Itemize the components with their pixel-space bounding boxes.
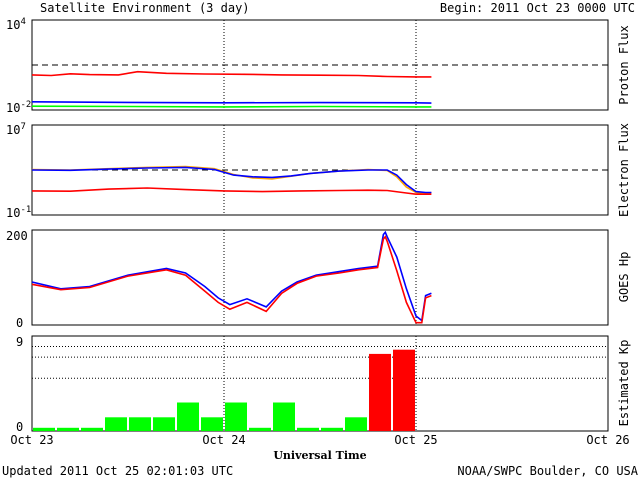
kp-bar-11 [297,427,319,431]
hp-ytick-top: 200 [6,229,28,243]
kp-bar-0 [33,427,55,431]
kp-bar-4 [129,417,151,431]
x-axis-label: Universal Time [273,449,366,462]
kp-bar-9 [249,427,271,431]
hp-panel-frame [31,229,609,326]
kp-bar-13 [345,417,367,431]
electron-flux-label: Electron Flux [617,123,631,217]
kp-bar-2 [81,427,103,431]
electron-panel-frame [31,124,609,216]
updated-timestamp: Updated 2011 Oct 25 02:01:03 UTC [2,464,233,478]
kp-panel-frame [31,335,609,432]
hp-ytick-bottom: 0 [16,316,23,330]
kp-bar-1 [57,427,79,431]
kp-bar-3 [105,417,127,431]
xtick-oct24: Oct 24 [202,433,245,447]
kp-bar-5 [153,417,175,431]
proton-ytick-top: 104 [6,17,26,32]
xtick-oct26: Oct 26 [586,433,629,447]
estimated-kp-label: Estimated Kp [617,340,631,427]
kp-bar-6 [177,402,199,431]
proton-flux-series-0 [31,70,432,78]
kp-bar-7 [201,417,223,431]
goes-hp-series-1 [31,235,432,324]
kp-bar-10 [273,402,295,431]
proton-flux-series-1 [31,101,432,104]
electron-flux-series-1 [31,166,432,194]
goes-hp-label: GOES Hp [617,252,631,303]
proton-panel-frame [31,19,609,111]
proton-flux-label: Proton Flux [617,25,631,104]
electron-flux-series-2 [31,187,432,195]
plot-layer [31,20,608,431]
xtick-oct23: Oct 23 [10,433,53,447]
kp-bar-8 [225,402,247,431]
kp-bar-14 [369,353,391,431]
proton-ytick-bottom: 10-2 [6,100,31,115]
electron-ytick-top: 107 [6,122,26,137]
goes-hp-series-0 [31,230,432,322]
credit-text: NOAA/SWPC Boulder, CO USA [457,464,638,478]
kp-bar-12 [321,427,343,431]
kp-bar-15 [393,349,415,431]
kp-ytick-top: 9 [16,335,23,349]
kp-ytick-bottom: 0 [16,420,23,434]
proton-flux-series-2 [31,105,432,108]
begin-time: Begin: 2011 Oct 23 0000 UTC [440,1,635,15]
xtick-oct25: Oct 25 [394,433,437,447]
chart-title: Satellite Environment (3 day) [40,1,250,15]
electron-ytick-bottom: 10-1 [6,205,31,220]
